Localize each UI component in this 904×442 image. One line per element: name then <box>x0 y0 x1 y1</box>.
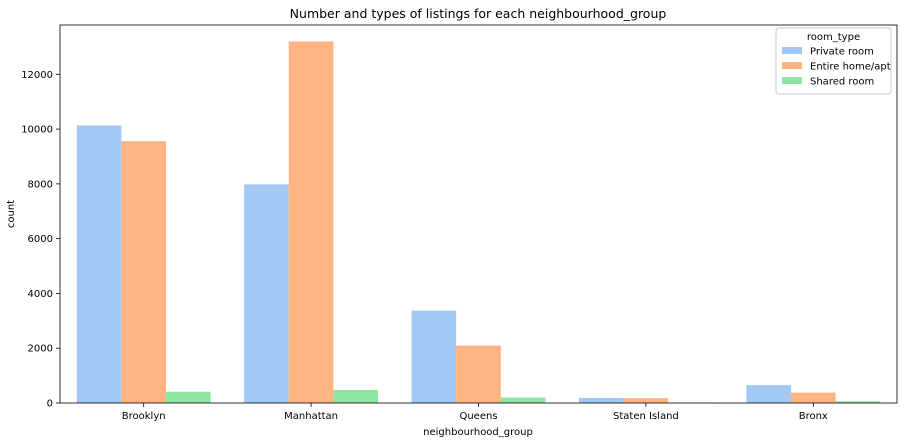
legend-label: Shared room <box>810 77 874 88</box>
bar-manhattan-private-room <box>244 184 289 403</box>
bars-layer <box>76 41 881 404</box>
y-tick-label: 6000 <box>28 234 53 245</box>
y-tick-label: 4000 <box>28 289 53 300</box>
chart-title: Number and types of listings for each ne… <box>290 6 667 21</box>
x-tick-label: Brooklyn <box>122 411 166 422</box>
legend: room_type Private room Entire home/apt Shar… <box>775 27 892 95</box>
x-tick-label: Bronx <box>799 411 828 422</box>
legend-box <box>775 27 892 95</box>
bar-bronx-entire-home-apt <box>790 392 836 403</box>
bar-staten-island-private-room <box>578 397 624 403</box>
y-tick-label: 10000 <box>21 125 53 136</box>
legend-swatch <box>782 77 802 84</box>
bar-brooklyn-entire-home-apt <box>121 141 167 404</box>
legend-title: room_type <box>807 32 860 43</box>
bar-queens-private-room <box>411 310 457 403</box>
bar-manhattan-entire-home-apt <box>288 41 334 404</box>
bar-queens-shared-room <box>500 397 546 403</box>
y-axis-label: count <box>6 200 17 228</box>
bar-bronx-shared-room <box>835 401 881 403</box>
axes-layer: 0 2000 4000 6000 8000 10000 12000 Brooklyn Manha… <box>21 24 898 422</box>
legend-label: Private room <box>810 47 874 58</box>
y-tick-label: 2000 <box>28 344 53 355</box>
bar-manhattan-shared-room <box>333 389 379 403</box>
bar-brooklyn-shared-room <box>166 391 211 403</box>
x-axis-label: neighbourhood_group <box>423 427 533 438</box>
bar-queens-entire-home-apt <box>456 345 501 403</box>
legend-swatch <box>782 62 802 69</box>
x-tick-label: Queens <box>459 411 497 422</box>
bar-bronx-private-room <box>746 385 791 403</box>
bar-staten-island-entire-home-apt <box>623 398 669 403</box>
x-tick-label: Manhattan <box>284 411 338 422</box>
legend-label: Entire home/apt <box>810 62 891 73</box>
y-tick-label: 0 <box>47 399 53 410</box>
x-tick-label: Staten Island <box>613 411 679 422</box>
legend-swatch <box>782 47 802 54</box>
y-tick-label: 8000 <box>28 179 53 190</box>
bar-brooklyn-private-room <box>76 125 122 403</box>
y-tick-label: 12000 <box>21 70 53 81</box>
